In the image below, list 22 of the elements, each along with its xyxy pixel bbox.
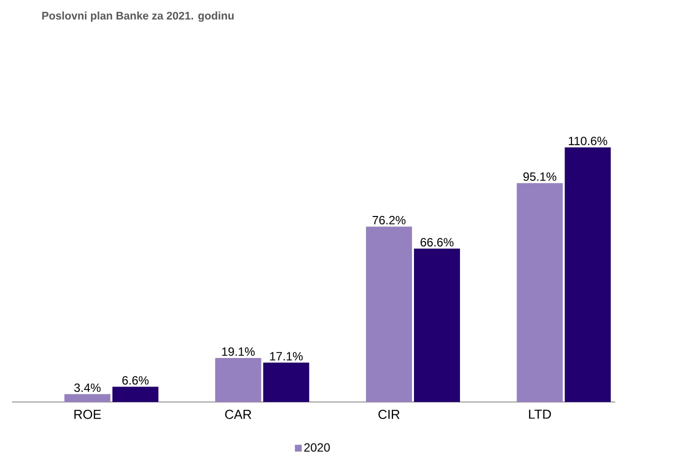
bar	[366, 226, 412, 402]
data-label: 6.6%	[122, 376, 149, 385]
data-label: 95.1%	[523, 172, 556, 181]
bar	[64, 394, 110, 402]
data-label: 17.1%	[270, 352, 303, 360]
bar	[263, 362, 310, 402]
bar	[414, 248, 460, 402]
legend-label: 2020	[304, 443, 330, 452]
bar	[112, 386, 158, 402]
chart-title: Poslovni plan Banke za 2021. godinu	[42, 12, 234, 22]
bar	[564, 147, 611, 402]
x-tick-label: CAR	[225, 410, 252, 419]
x-tick-label: ROE	[74, 410, 101, 419]
data-label: 3.4%	[74, 384, 101, 392]
data-label: 110.6%	[568, 136, 608, 146]
data-label: 76.2%	[372, 216, 406, 224]
bar	[516, 183, 563, 402]
data-label: 66.6%	[420, 238, 454, 246]
bar	[215, 358, 262, 402]
data-label: 19.1%	[222, 347, 255, 356]
x-tick-label: LTD	[529, 410, 551, 419]
x-tick-label: CIR	[378, 410, 400, 419]
